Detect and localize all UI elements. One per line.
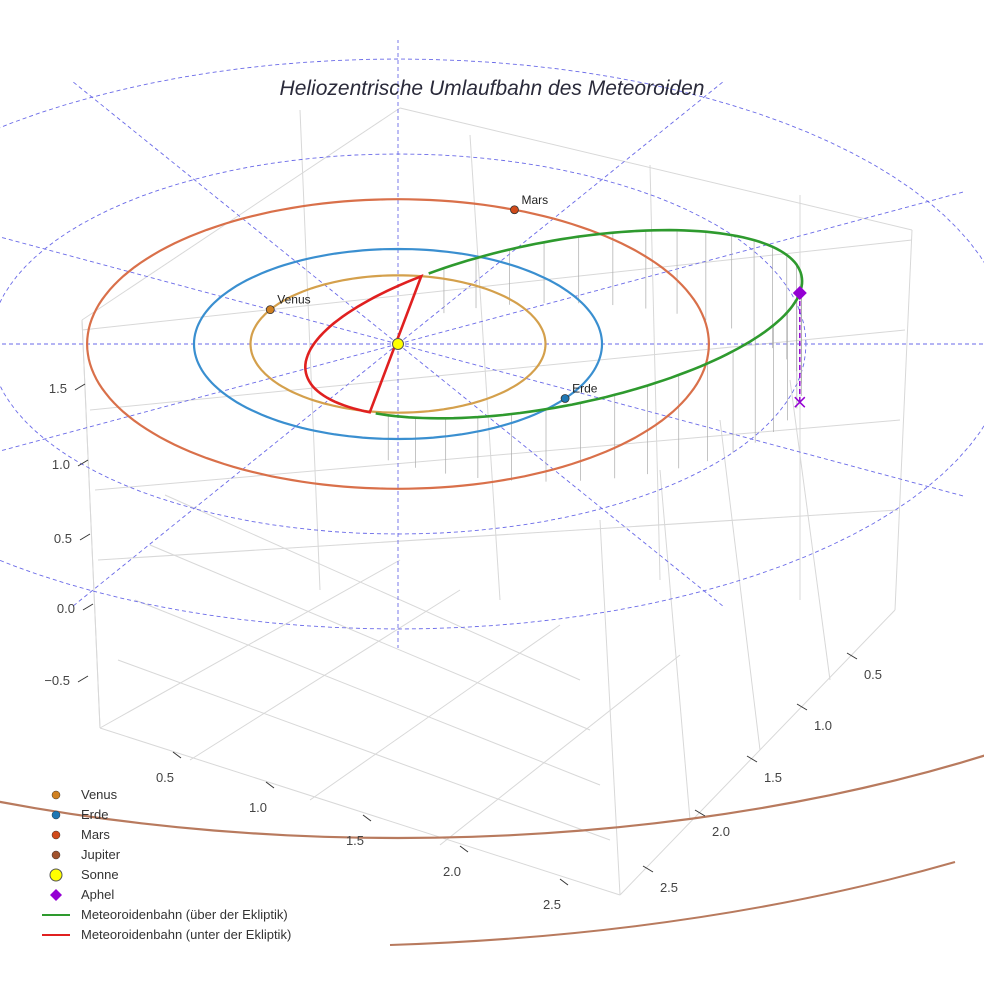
x-tick-mark: [559, 878, 569, 886]
grid-line: [619, 609, 896, 896]
z-tick-label: 0.0: [57, 601, 75, 616]
grid-line: [81, 239, 913, 331]
sun-marker: [392, 338, 404, 350]
aphelion-projection-marker: [794, 396, 806, 408]
legend-symbol: [49, 868, 63, 882]
y-tick-label: 1.0: [814, 718, 832, 733]
y-tick-label: 2.5: [660, 880, 678, 895]
orbit-mars: [85, 198, 710, 490]
grid-line: [81, 107, 401, 321]
grid-line: [599, 519, 621, 896]
grid-line: [469, 134, 501, 601]
y-tick-label: 2.0: [712, 824, 730, 839]
legend-symbol: [51, 850, 61, 860]
grid-line: [309, 624, 561, 801]
y-tick-mark: [694, 809, 706, 817]
grid-line: [99, 559, 401, 729]
y-tick-label: 0.5: [864, 667, 882, 682]
z-tick-label: 1.0: [52, 457, 70, 472]
x-tick-mark: [172, 751, 182, 759]
ecliptic-spoke: [71, 343, 399, 608]
orbit-erde: [192, 247, 604, 441]
x-tick-label: 1.0: [249, 800, 267, 815]
z-tick-label: 0.5: [54, 531, 72, 546]
legend-entry: Erde: [81, 807, 108, 822]
orbit-jupiter: [0, 754, 984, 840]
grid-line: [659, 469, 691, 821]
x-tick-label: 2.0: [443, 864, 461, 879]
chart-title: Heliozentrische Umlaufbahn des Meteoroid…: [280, 77, 705, 100]
z-tick-label: 1.5: [49, 381, 67, 396]
legend-entry: Meteoroidenbahn (über der Ekliptik): [81, 907, 288, 922]
orbit-venus: [249, 274, 547, 414]
grid-line: [719, 419, 761, 751]
grid-line: [97, 509, 899, 561]
erde-marker: [560, 394, 570, 403]
x-tick-mark: [459, 845, 469, 853]
x-tick-label: 2.5: [543, 897, 561, 912]
planet-orbits: [0, 198, 984, 946]
orbit-jupiter-arc: [389, 861, 956, 946]
ecliptic-spoke: [397, 80, 725, 345]
legend-symbol: [51, 790, 61, 800]
x-tick-mark: [362, 814, 372, 822]
z-tick-mark: [82, 603, 94, 611]
legend[interactable]: Venus Erde Mars Jupiter Sonne Aphel Meteoroide…: [42, 787, 291, 942]
grid-line: [99, 727, 621, 896]
x-tick-label: 0.5: [156, 770, 174, 785]
legend-entry: Aphel: [81, 887, 114, 902]
legend-entry: Jupiter: [81, 847, 121, 862]
ecliptic-spoke: [397, 343, 964, 497]
grid-line: [149, 544, 591, 731]
grid-line: [164, 494, 581, 681]
grid-line: [94, 419, 901, 491]
axis-box: [81, 107, 913, 896]
z-tick-mark: [79, 533, 91, 541]
z-tick-mark: [74, 383, 86, 391]
aphelion-marker: [792, 285, 807, 300]
x-tick-mark: [265, 781, 275, 789]
legend-entry: Meteoroidenbahn (unter der Ekliptik): [81, 927, 291, 942]
legend-symbol: [51, 830, 61, 840]
mars-label: Mars: [521, 193, 548, 207]
ecliptic-spoke: [397, 343, 725, 608]
grid-line: [649, 164, 661, 581]
venus-marker: [265, 305, 275, 315]
y-tick-mark: [642, 865, 654, 873]
venus-label: Venus: [277, 293, 310, 307]
legend-entry: Sonne: [81, 867, 119, 882]
y-tick-mark: [796, 703, 808, 711]
z-tick-mark: [77, 459, 89, 467]
grid-line: [134, 599, 601, 786]
y-tick-mark: [746, 755, 758, 763]
legend-symbol: [51, 810, 61, 820]
grid-line: [189, 589, 461, 761]
grid-line: [81, 319, 101, 729]
drop-lines: [387, 230, 802, 482]
grid-line: [894, 229, 913, 611]
z-tick-label: −0.5: [44, 673, 70, 688]
ecliptic-spoke: [71, 80, 399, 345]
grid-line: [117, 659, 611, 841]
x-tick-label: 1.5: [346, 833, 364, 848]
z-tick-mark: [77, 675, 89, 683]
axis-ticks: −0.5 0.0 0.5 1.0 1.5 0.5 1.0 1.5 2.0 2.5 0.5 1.0 1.5…: [44, 381, 882, 912]
grid-line: [89, 329, 906, 411]
grid-line: [789, 379, 831, 681]
mars-marker: [510, 205, 519, 215]
ecliptic-spoke: [397, 191, 964, 345]
y-tick-mark: [846, 652, 858, 660]
legend-entry: Mars: [81, 827, 110, 842]
legend-symbol: [50, 889, 62, 901]
grid-line: [439, 654, 681, 846]
celestial-bodies: Venus Erde Mars: [265, 193, 598, 403]
y-tick-label: 1.5: [764, 770, 782, 785]
erde-label: Erde: [572, 381, 598, 395]
legend-entry: Venus: [81, 787, 118, 802]
grid-line: [399, 107, 913, 231]
